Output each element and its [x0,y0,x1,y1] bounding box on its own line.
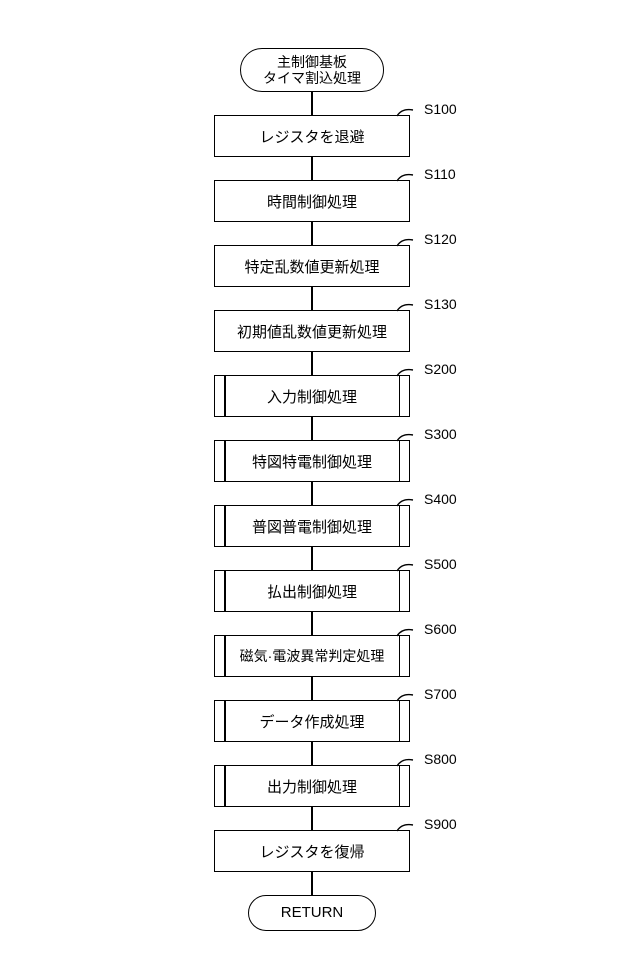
subroutine-S600: 磁気·電波異常判定処理 [214,635,410,677]
flowchart-canvas: 主制御基板タイマ割込処理レジスタを退避 S100 時間制御処理 S110 特定乱数値更新… [0,0,640,961]
process-S900: レジスタを復帰 [214,830,410,872]
subroutine-S800: 出力制御処理 [214,765,410,807]
connector [311,482,313,505]
subroutine-S400: 普図普電制御処理 [214,505,410,547]
subroutine-inner-left [224,635,226,677]
step-label-text: 払出制御処理 [267,581,357,602]
process-S100: レジスタを退避 [214,115,410,157]
step-number-S130: S130 [424,296,457,312]
subroutine-inner-left [224,570,226,612]
step-number-S500: S500 [424,556,457,572]
step-number-S120: S120 [424,231,457,247]
connector [311,677,313,700]
terminal-start-line1: 主制御基板 [263,54,361,70]
subroutine-inner-left [224,375,226,417]
process-S110: 時間制御処理 [214,180,410,222]
step-tick [396,432,412,442]
step-label-text: 時間制御処理 [267,191,357,212]
step-tick [396,107,412,117]
subroutine-inner-left [224,505,226,547]
step-number-S600: S600 [424,621,457,637]
step-tick [396,692,412,702]
connector [311,92,313,115]
step-label-text: 普図普電制御処理 [252,516,372,537]
step-tick [396,562,412,572]
step-number-S800: S800 [424,751,457,767]
subroutine-inner-right [399,765,401,807]
terminal-end: RETURN [248,895,376,931]
step-label-text: レジスタを復帰 [259,841,364,862]
connector [311,417,313,440]
step-label-text: 入力制御処理 [267,386,357,407]
step-number-S400: S400 [424,491,457,507]
subroutine-inner-left [224,700,226,742]
subroutine-inner-right [399,635,401,677]
step-tick [396,627,412,637]
connector [311,352,313,375]
step-label-text: レジスタを退避 [259,126,364,147]
step-tick [396,302,412,312]
connector [311,742,313,765]
subroutine-inner-left [224,440,226,482]
process-S120: 特定乱数値更新処理 [214,245,410,287]
connector [311,807,313,830]
subroutine-inner-left [224,765,226,807]
terminal-start-line2: タイマ割込処理 [263,70,361,86]
connector [311,157,313,180]
step-number-S100: S100 [424,101,457,117]
subroutine-inner-right [399,505,401,547]
subroutine-inner-right [399,570,401,612]
step-tick [396,822,412,832]
subroutine-S300: 特図特電制御処理 [214,440,410,482]
subroutine-inner-right [399,375,401,417]
terminal-start: 主制御基板タイマ割込処理 [240,48,384,92]
connector [311,612,313,635]
connector [311,287,313,310]
step-tick [396,367,412,377]
step-number-S300: S300 [424,426,457,442]
subroutine-S200: 入力制御処理 [214,375,410,417]
step-label-text: 初期値乱数値更新処理 [237,321,387,342]
subroutine-inner-right [399,440,401,482]
step-label-text: 特図特電制御処理 [252,451,372,472]
step-label-text: 磁気·電波異常判定処理 [240,646,385,666]
process-S130: 初期値乱数値更新処理 [214,310,410,352]
subroutine-inner-right [399,700,401,742]
step-number-S700: S700 [424,686,457,702]
step-label-text: データ作成処理 [259,711,364,732]
step-tick [396,497,412,507]
step-number-S900: S900 [424,816,457,832]
connector [311,547,313,570]
terminal-end-text: RETURN [281,904,344,921]
step-label-text: 特定乱数値更新処理 [244,256,379,277]
subroutine-S500: 払出制御処理 [214,570,410,612]
subroutine-S700: データ作成処理 [214,700,410,742]
connector [311,872,313,895]
step-tick [396,237,412,247]
step-number-S200: S200 [424,361,457,377]
step-number-S110: S110 [424,166,456,182]
step-label-text: 出力制御処理 [267,776,357,797]
step-tick [396,172,412,182]
step-tick [396,757,412,767]
connector [311,222,313,245]
